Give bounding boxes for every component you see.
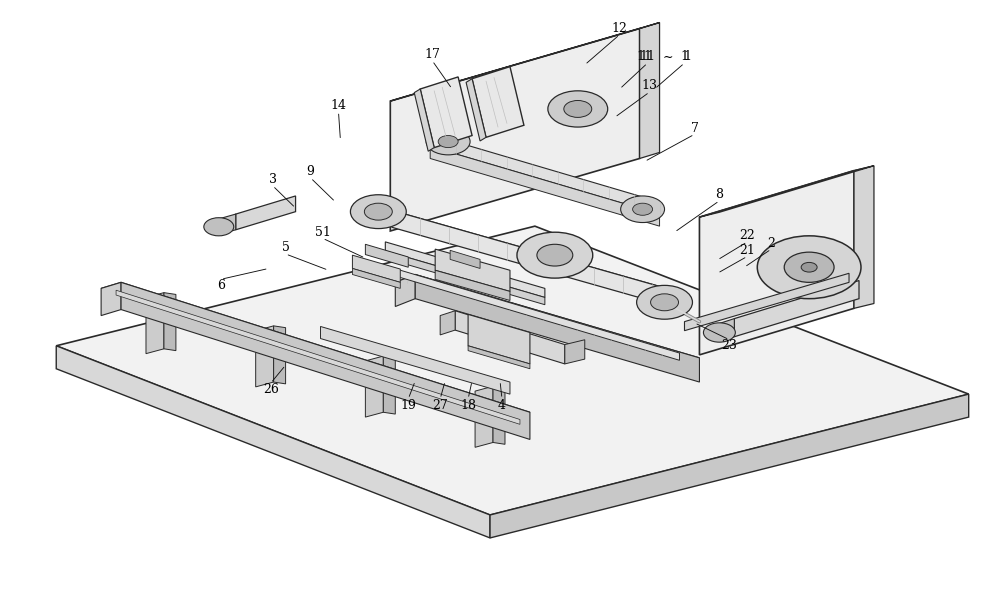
Polygon shape [490, 394, 969, 538]
Circle shape [517, 232, 593, 278]
Polygon shape [472, 67, 524, 137]
Polygon shape [256, 326, 274, 387]
Polygon shape [352, 268, 400, 288]
Circle shape [637, 285, 692, 319]
Text: 1: 1 [680, 50, 688, 64]
Polygon shape [493, 386, 505, 444]
Polygon shape [699, 166, 874, 217]
Polygon shape [390, 267, 680, 361]
Text: 19: 19 [400, 399, 416, 412]
Polygon shape [320, 327, 510, 394]
Circle shape [438, 135, 458, 148]
Text: 11: 11 [640, 50, 656, 64]
Circle shape [364, 203, 392, 220]
Polygon shape [455, 311, 565, 364]
Polygon shape [475, 386, 493, 447]
Text: 1: 1 [683, 50, 691, 64]
Text: 2: 2 [767, 237, 775, 249]
Text: 26: 26 [263, 383, 279, 396]
Polygon shape [236, 196, 296, 230]
Text: 9: 9 [307, 165, 314, 178]
Polygon shape [435, 270, 510, 300]
Text: 51: 51 [315, 226, 330, 239]
Circle shape [537, 244, 573, 266]
Polygon shape [383, 356, 395, 414]
Text: 27: 27 [432, 399, 448, 412]
Polygon shape [414, 89, 434, 151]
Polygon shape [146, 293, 164, 354]
Polygon shape [360, 202, 681, 297]
Polygon shape [395, 274, 415, 307]
Polygon shape [734, 280, 859, 337]
Circle shape [801, 262, 817, 272]
Text: 4: 4 [498, 399, 506, 412]
Polygon shape [415, 274, 699, 382]
Polygon shape [352, 255, 400, 282]
Polygon shape [101, 282, 530, 418]
Polygon shape [854, 166, 874, 308]
Polygon shape [56, 226, 969, 515]
Circle shape [633, 203, 653, 215]
Text: 5: 5 [282, 242, 290, 254]
Polygon shape [430, 146, 660, 226]
Text: ∼: ∼ [662, 50, 673, 64]
Text: 7: 7 [691, 122, 698, 135]
Polygon shape [565, 340, 585, 364]
Text: 23: 23 [721, 339, 737, 352]
Text: 13: 13 [642, 80, 658, 92]
Polygon shape [362, 202, 681, 310]
Polygon shape [420, 77, 472, 148]
Polygon shape [466, 79, 486, 141]
Circle shape [204, 218, 234, 236]
Polygon shape [430, 134, 660, 214]
Polygon shape [435, 249, 510, 291]
Circle shape [621, 196, 665, 223]
Text: 11: 11 [637, 50, 653, 64]
Circle shape [784, 252, 834, 282]
Polygon shape [699, 171, 854, 355]
Circle shape [703, 323, 735, 342]
Polygon shape [164, 293, 176, 351]
Circle shape [564, 101, 592, 117]
Polygon shape [56, 346, 490, 538]
Polygon shape [468, 346, 530, 369]
Polygon shape [385, 242, 545, 297]
Text: 17: 17 [424, 48, 440, 61]
Text: 6: 6 [217, 279, 225, 292]
Circle shape [350, 195, 406, 229]
Polygon shape [274, 326, 286, 384]
Polygon shape [365, 244, 408, 267]
Polygon shape [121, 282, 530, 439]
Polygon shape [385, 251, 545, 305]
Polygon shape [440, 311, 455, 335]
Text: 8: 8 [715, 188, 723, 202]
Polygon shape [719, 319, 734, 342]
Circle shape [651, 294, 679, 311]
Polygon shape [684, 273, 849, 331]
Text: 3: 3 [269, 173, 277, 186]
Polygon shape [116, 290, 520, 424]
Text: 12: 12 [612, 22, 628, 35]
Polygon shape [468, 314, 530, 364]
Polygon shape [390, 22, 660, 101]
Polygon shape [390, 29, 640, 231]
Text: 14: 14 [330, 99, 346, 112]
Circle shape [426, 128, 470, 155]
Text: 21: 21 [739, 244, 755, 257]
Text: 22: 22 [739, 229, 755, 242]
Polygon shape [640, 22, 660, 158]
Polygon shape [219, 214, 236, 235]
Polygon shape [450, 250, 480, 268]
Circle shape [548, 91, 608, 127]
Polygon shape [101, 282, 121, 316]
Polygon shape [395, 274, 699, 365]
Circle shape [757, 236, 861, 299]
Text: 18: 18 [460, 399, 476, 412]
Polygon shape [365, 356, 383, 417]
